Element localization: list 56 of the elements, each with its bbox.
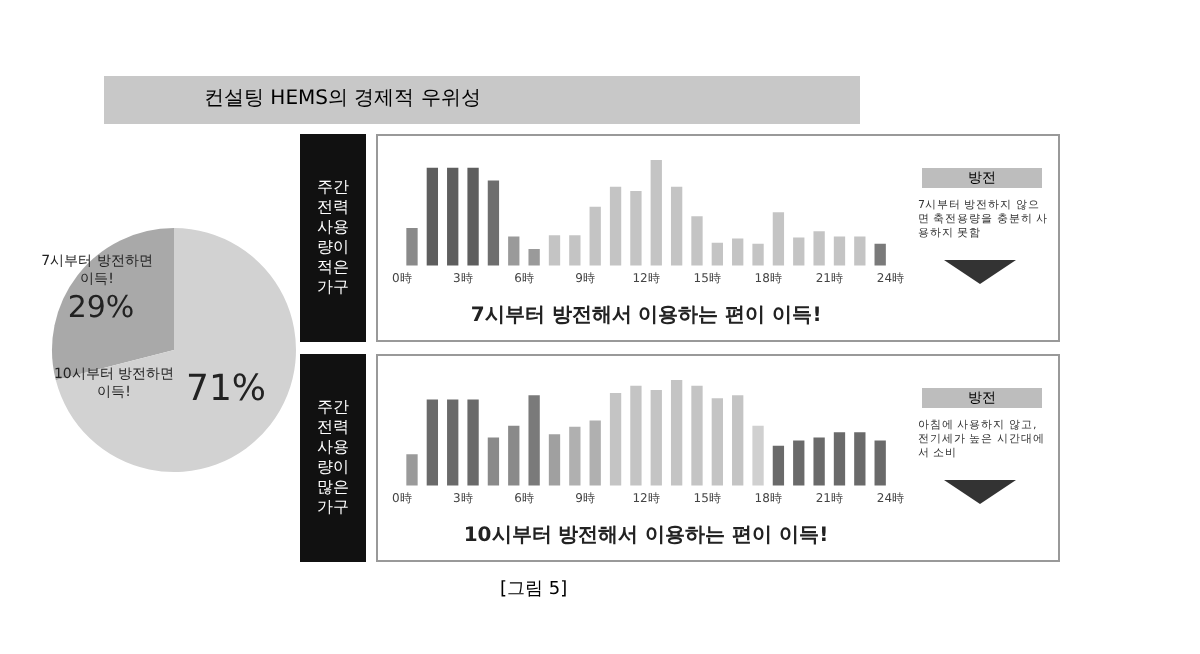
bar — [609, 393, 622, 486]
bar — [670, 186, 683, 266]
bar — [548, 235, 561, 266]
data-label: 29% — [67, 288, 135, 325]
bar — [772, 212, 785, 266]
x-axis-title: 10시부터 방전해서 이용하는 편이 이득! — [463, 525, 829, 548]
bar — [630, 191, 642, 266]
bar — [752, 425, 764, 486]
bar — [691, 216, 703, 266]
bar — [467, 399, 479, 486]
bar — [528, 395, 540, 486]
bar — [650, 160, 662, 266]
bar — [813, 231, 825, 266]
bar — [670, 380, 683, 486]
bar — [833, 236, 846, 266]
bar — [487, 180, 500, 266]
text: 주간 전력 사용량이 적은 가구 — [315, 178, 351, 298]
bar — [589, 206, 601, 266]
bar — [426, 399, 439, 486]
bar — [447, 167, 459, 266]
bar — [589, 420, 601, 486]
bar — [732, 395, 744, 486]
x-axis-title: 7시부터 방전해서 이용하는 편이 이득! — [470, 305, 822, 328]
bar — [548, 434, 561, 486]
bar — [528, 249, 540, 266]
bar — [854, 432, 866, 486]
bar — [874, 243, 886, 266]
bar — [732, 238, 744, 266]
bar — [426, 167, 439, 266]
bar — [691, 385, 703, 486]
bar — [487, 437, 500, 486]
bar — [793, 237, 805, 266]
bar — [752, 243, 764, 266]
bar — [772, 445, 785, 486]
text: 주간 전력 사용량이 많은 가구 — [315, 398, 351, 518]
bar — [508, 425, 520, 486]
bar — [447, 399, 459, 486]
data-label: 71% — [186, 368, 267, 410]
bar — [467, 167, 479, 266]
bar — [569, 426, 581, 486]
bar — [508, 236, 520, 266]
bar — [833, 432, 846, 486]
bar — [711, 242, 723, 266]
bar — [813, 437, 825, 486]
bar — [793, 440, 805, 486]
bar — [406, 454, 418, 486]
bar — [854, 236, 866, 266]
text: 컨설팅 HEMS의 경제적 우위성 — [104, 76, 860, 124]
bar — [874, 440, 886, 486]
bar — [609, 186, 622, 266]
text: [그림 5] — [500, 578, 568, 602]
bar — [650, 389, 662, 486]
bar — [630, 385, 642, 486]
bar — [569, 235, 581, 266]
bar — [711, 398, 723, 486]
bar — [406, 227, 418, 266]
